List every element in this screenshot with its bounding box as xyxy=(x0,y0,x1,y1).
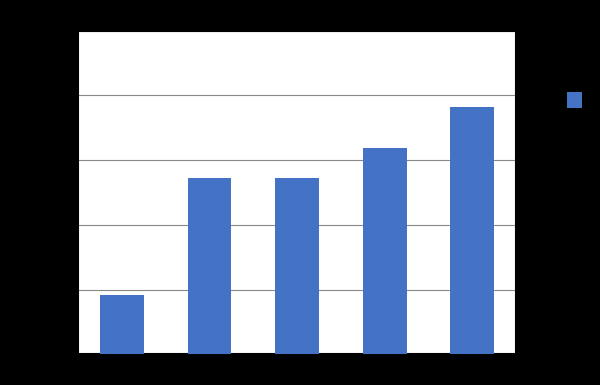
Bar xyxy=(100,295,144,354)
Bar xyxy=(363,148,407,354)
Bar xyxy=(451,107,494,354)
Bar xyxy=(187,178,232,354)
Bar xyxy=(275,178,319,354)
